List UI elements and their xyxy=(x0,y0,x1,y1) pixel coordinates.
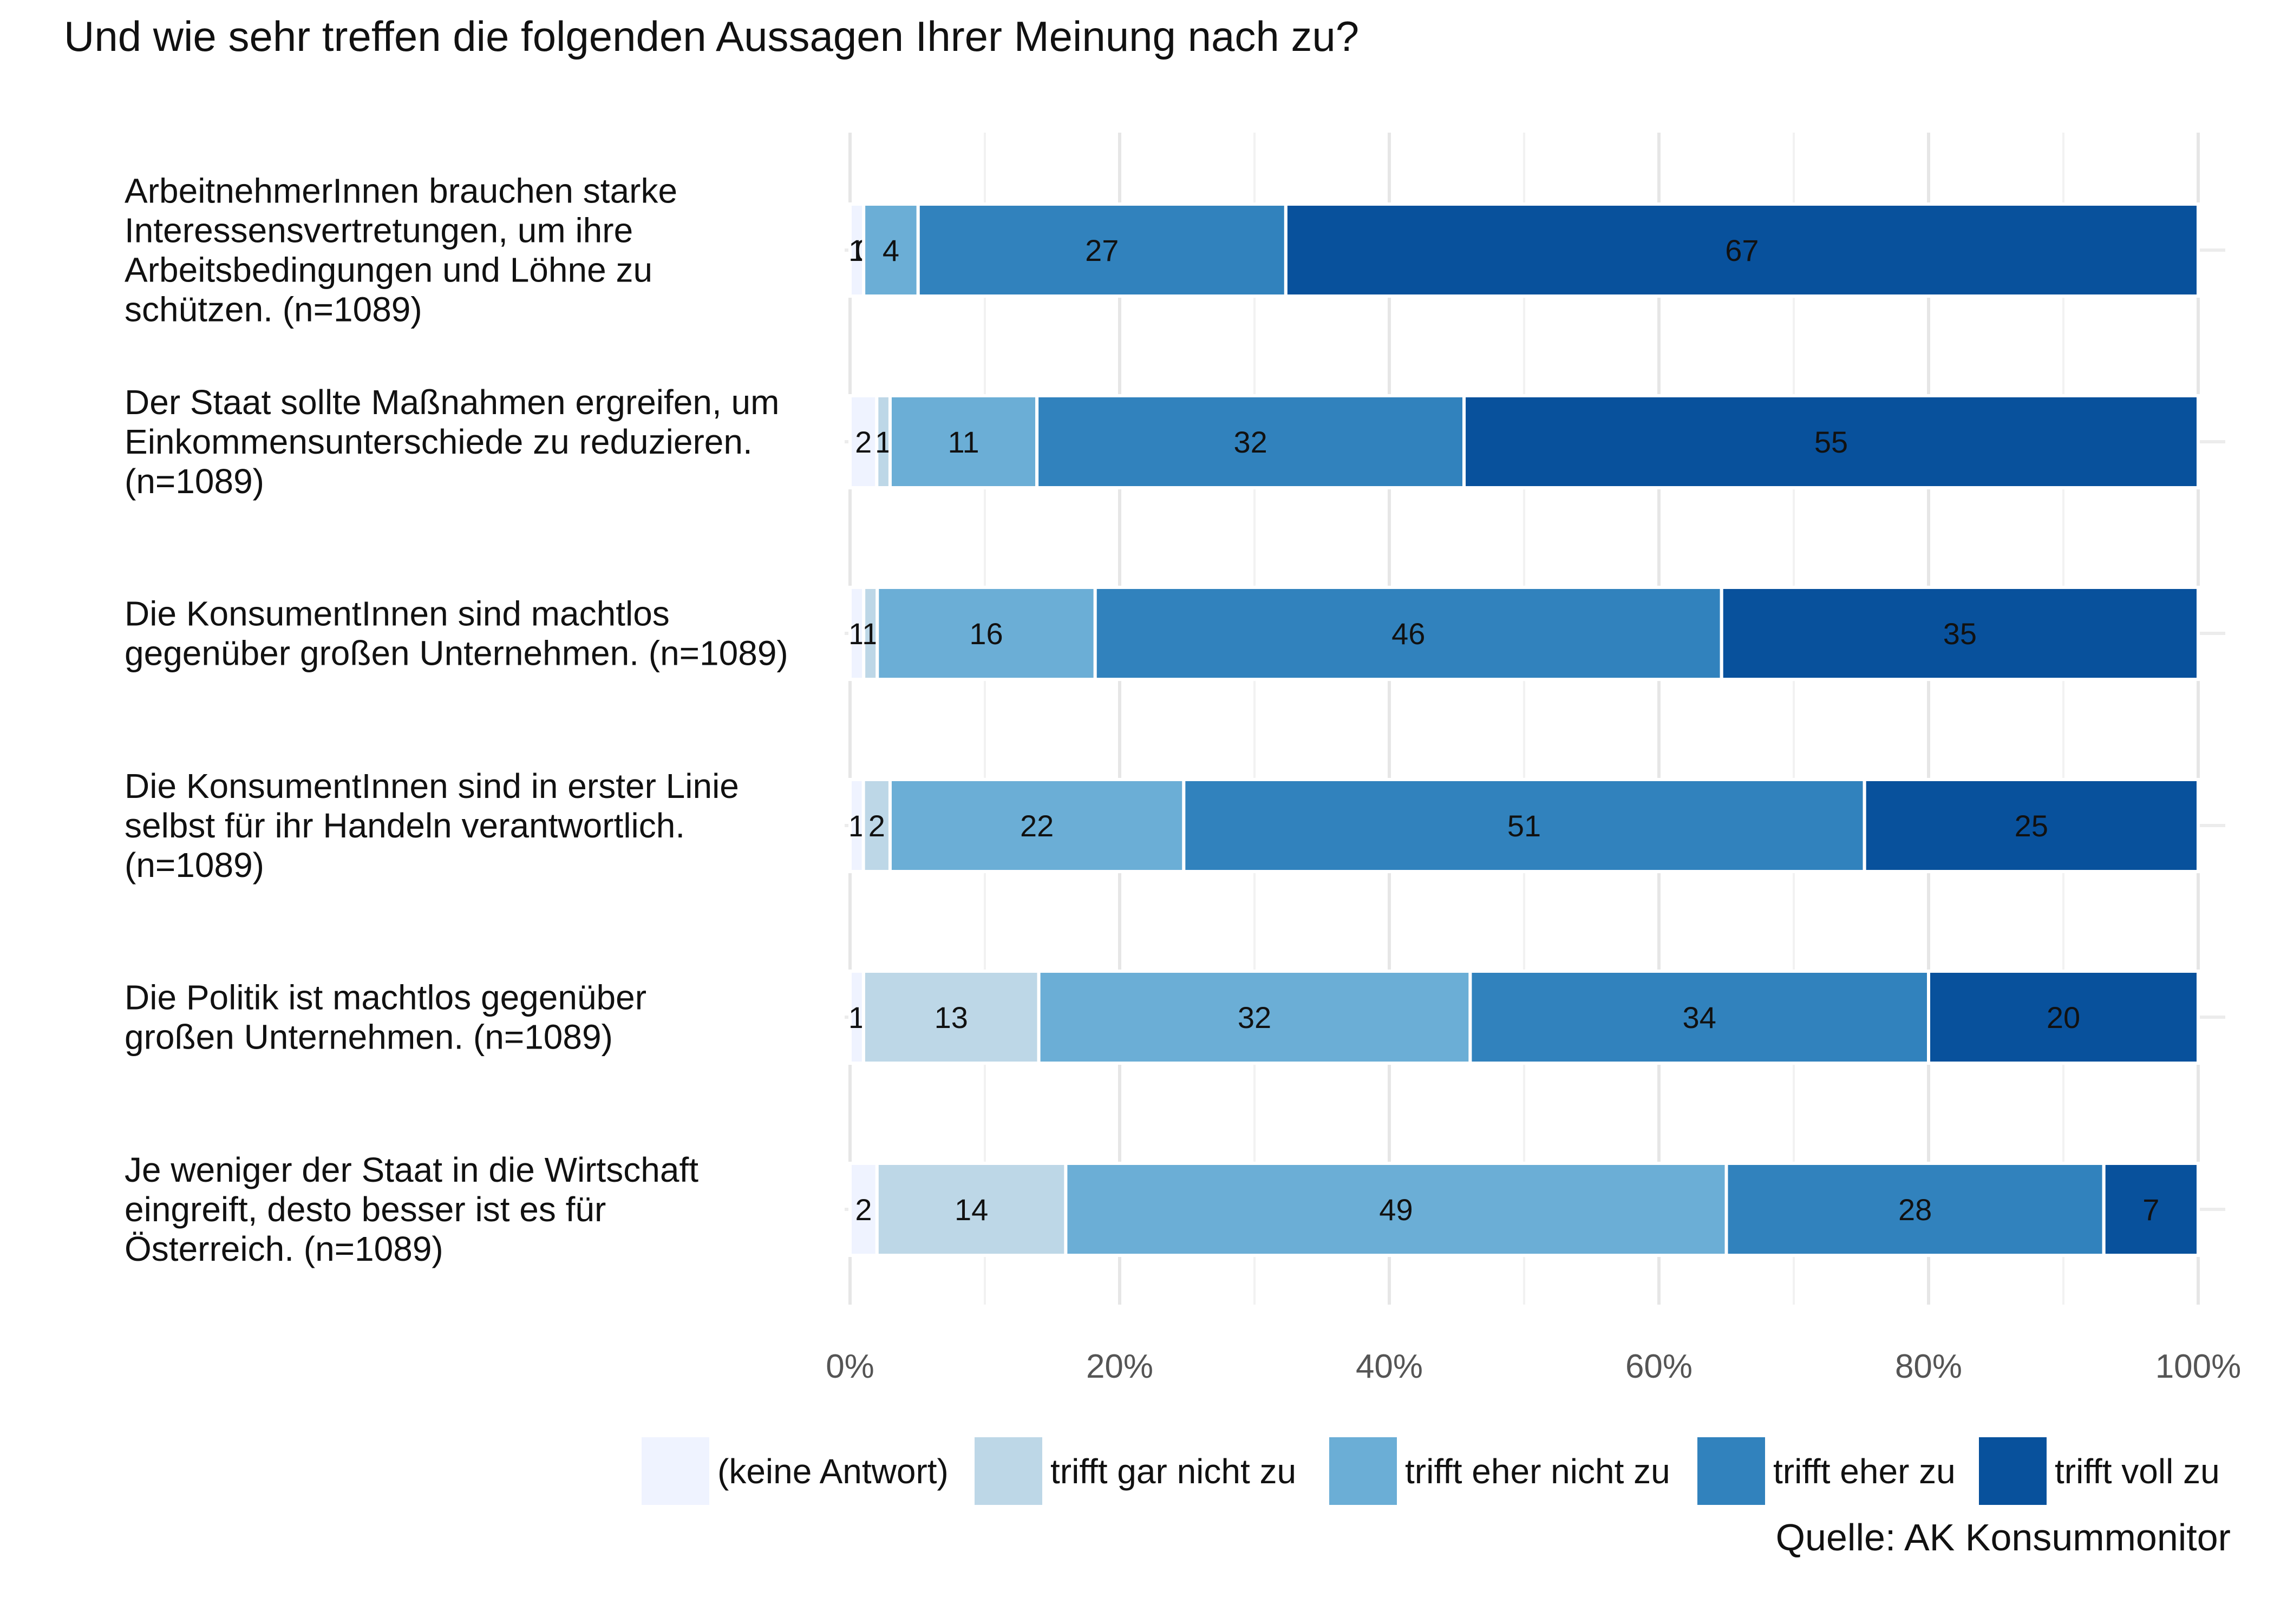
value-label: 13 xyxy=(935,1000,968,1034)
bars-layer: 1042767211132551116463512225125113323420… xyxy=(848,202,2200,1257)
category-label: ArbeitnehmerInnen brauchen starke xyxy=(125,172,677,211)
category-label: Einkommensunterschiede zu reduzieren. xyxy=(125,422,753,461)
value-label: 35 xyxy=(1943,617,1977,651)
value-label: 14 xyxy=(955,1193,988,1227)
bar-segment xyxy=(916,202,1288,298)
x-axis-ticks: 0% 20% 40% 60% 80% 100% xyxy=(826,1348,2241,1385)
bar-segment xyxy=(1064,1162,1728,1257)
category-label: Die KonsumentInnen sind in erster Linie xyxy=(125,767,739,806)
category-label: schützen. (n=1089) xyxy=(125,290,422,329)
category-label: gegenüber großen Unternehmen. (n=1089) xyxy=(125,634,788,673)
legend-label: trifft voll zu xyxy=(2055,1452,2220,1491)
value-label: 2 xyxy=(855,425,872,459)
value-label: 32 xyxy=(1233,425,1267,459)
bar-segment xyxy=(1182,778,1866,873)
legend-swatch xyxy=(1979,1437,2047,1505)
bar-segment xyxy=(1037,970,1472,1065)
bar-segment xyxy=(1927,970,2200,1065)
legend-swatch xyxy=(1329,1437,1397,1505)
value-label: 7 xyxy=(2142,1193,2159,1227)
bar-segment xyxy=(1462,394,2200,489)
bar-segment xyxy=(875,1162,1068,1257)
bar-segment xyxy=(875,586,1097,681)
source-note: Quelle: AK Konsummonitor xyxy=(1775,1516,2231,1558)
bar-segment xyxy=(888,394,1039,489)
value-label: 27 xyxy=(1085,233,1119,267)
bar-segment xyxy=(1863,778,2200,873)
value-label: 25 xyxy=(2015,809,2048,843)
value-label: 34 xyxy=(1683,1000,1716,1034)
value-label: 16 xyxy=(969,617,1003,651)
value-label: 2 xyxy=(855,1193,872,1227)
chart-title: Und wie sehr treffen die folgenden Aussa… xyxy=(64,12,1360,60)
value-label: 22 xyxy=(1020,809,1054,843)
category-label: selbst für ihr Handeln verantwortlich. xyxy=(125,806,685,845)
value-label: 55 xyxy=(1814,425,1848,459)
value-label: 28 xyxy=(1898,1193,1932,1227)
value-label: 20 xyxy=(2047,1000,2080,1034)
category-label: Je weniger der Staat in die Wirtschaft xyxy=(125,1150,698,1189)
bar-segment xyxy=(888,778,1186,873)
bar-segment xyxy=(848,586,866,681)
category-label: Die Politik ist machtlos gegenüber xyxy=(125,978,646,1017)
category-label: Interessensvertretungen, um ihre xyxy=(125,211,633,250)
value-label: 51 xyxy=(1507,809,1541,843)
legend-swatch xyxy=(642,1437,709,1505)
legend-label: (keine Antwort) xyxy=(717,1452,949,1491)
category-label: Arbeitsbedingungen und Löhne zu xyxy=(125,251,652,290)
category-label: (n=1089) xyxy=(125,462,264,501)
legend-label: trifft eher zu xyxy=(1773,1452,1956,1491)
value-label: 46 xyxy=(1391,617,1425,651)
legend-swatch xyxy=(975,1437,1042,1505)
value-label: 11 xyxy=(948,425,979,459)
value-label: 67 xyxy=(1725,233,1759,267)
bar-segment xyxy=(2102,1162,2200,1257)
bar-segment xyxy=(1035,394,1466,489)
category-label: großen Unternehmen. (n=1089) xyxy=(125,1018,613,1057)
bar-segment xyxy=(1093,586,1723,681)
x-tick-label: 80% xyxy=(1895,1348,1962,1385)
bar-segment xyxy=(862,586,879,681)
x-tick-label: 40% xyxy=(1356,1348,1423,1385)
x-tick-label: 20% xyxy=(1086,1348,1153,1385)
value-label: 2 xyxy=(868,809,885,843)
value-label: 32 xyxy=(1238,1000,1271,1034)
bar-segment xyxy=(1468,970,1930,1065)
bar-segment xyxy=(862,202,920,298)
category-label: Der Staat sollte Maßnahmen ergreifen, um xyxy=(125,383,779,422)
category-label: Österreich. (n=1089) xyxy=(125,1229,443,1268)
legend-label: trifft eher nicht zu xyxy=(1405,1452,1670,1491)
value-label: 49 xyxy=(1379,1193,1413,1227)
grid-layer xyxy=(845,133,2225,1305)
x-tick-label: 0% xyxy=(826,1348,874,1385)
x-tick-label: 60% xyxy=(1625,1348,1693,1385)
category-label: Die KonsumentInnen sind machtlos xyxy=(125,594,670,633)
legend: (keine Antwort) trifft gar nicht zu trifft… xyxy=(642,1437,2220,1505)
legend-swatch xyxy=(1697,1437,1765,1505)
bar-segment xyxy=(1284,202,2200,298)
category-labels: ArbeitnehmerInnen brauchen starkeInteres… xyxy=(125,172,788,1269)
legend-label: trifft gar nicht zu xyxy=(1050,1452,1296,1491)
category-label: eingreift, desto besser ist es für xyxy=(125,1190,606,1229)
x-tick-label: 100% xyxy=(2155,1348,2242,1385)
category-label: (n=1089) xyxy=(125,846,264,885)
bar-segment xyxy=(1720,586,2200,681)
value-label: 4 xyxy=(883,233,899,267)
bar-segment xyxy=(848,394,879,489)
